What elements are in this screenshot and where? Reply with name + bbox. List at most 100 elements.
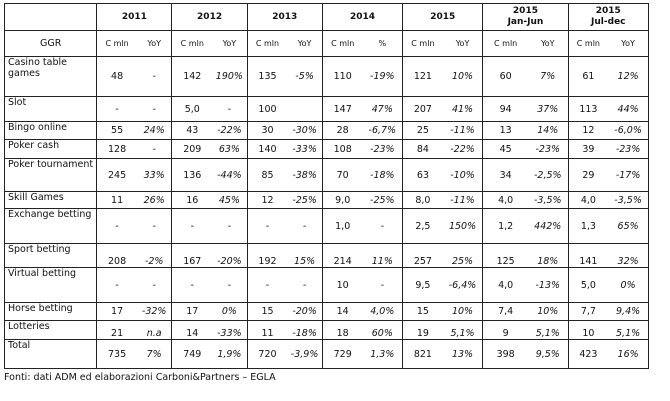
cell: 4,0 bbox=[567, 191, 609, 209]
cell: 94 bbox=[482, 96, 528, 122]
cell: - bbox=[212, 96, 248, 122]
cell: 39 bbox=[567, 139, 609, 159]
subheader: C mln bbox=[567, 30, 609, 57]
cell: 1,9% bbox=[212, 339, 248, 369]
cell: 45 bbox=[482, 139, 528, 159]
cell: 70 bbox=[321, 158, 363, 192]
cell: 121 bbox=[402, 56, 443, 97]
table-row: Bingo online 55 24% 43 -22% 30 -30% 28 -6,7% 25 -1… bbox=[3, 121, 650, 140]
cell: 100 bbox=[246, 96, 288, 122]
cell: 15 bbox=[402, 302, 443, 321]
cell: 18% bbox=[527, 243, 569, 268]
cell: 60 bbox=[482, 56, 528, 97]
year-header: 2011 bbox=[96, 3, 173, 31]
cell: - bbox=[246, 208, 288, 244]
cell: - bbox=[136, 267, 173, 303]
row-label: Casino table games bbox=[3, 56, 98, 97]
cell: -6,7% bbox=[362, 121, 404, 140]
cell: 257 bbox=[402, 243, 443, 268]
cell: -5% bbox=[287, 56, 323, 97]
cell: 65% bbox=[608, 208, 650, 244]
table-row: Poker tournament 245 33% 136 -44% 85 -38% 70 -18… bbox=[3, 158, 650, 192]
cell: 41% bbox=[442, 96, 484, 122]
cell: 34 bbox=[482, 158, 528, 192]
cell: -25% bbox=[287, 191, 323, 209]
cell: 55 bbox=[96, 121, 137, 140]
cell: 442% bbox=[527, 208, 569, 244]
row-label: Poker tournament bbox=[3, 158, 98, 192]
cell: 18 bbox=[321, 320, 363, 340]
cell: 141 bbox=[567, 243, 609, 268]
year: 2015 bbox=[430, 11, 456, 22]
cell: - bbox=[136, 139, 173, 159]
cell: n.a bbox=[136, 320, 173, 340]
cell: 150% bbox=[442, 208, 484, 244]
cell: -23% bbox=[608, 139, 650, 159]
cell: 214 bbox=[321, 243, 363, 268]
cell: 735 bbox=[96, 339, 137, 369]
cell: -30% bbox=[287, 121, 323, 140]
corner-cell bbox=[3, 3, 98, 31]
cell: 63 bbox=[402, 158, 443, 192]
year: 2012 bbox=[197, 11, 223, 22]
cell: 16 bbox=[171, 191, 213, 209]
cell: 9,5% bbox=[527, 339, 569, 369]
cell: -23% bbox=[527, 139, 569, 159]
cell: -2,5% bbox=[527, 158, 569, 192]
cell: 11% bbox=[362, 243, 404, 268]
row-label: Bingo online bbox=[3, 121, 98, 140]
subheader: YoY bbox=[608, 30, 650, 57]
cell: 0% bbox=[608, 267, 650, 303]
table-row: Casino table games 48-142 190% 135 -5% 110 -19… bbox=[3, 56, 650, 97]
year: 2014 bbox=[349, 11, 376, 22]
cell: 7,7 bbox=[567, 302, 609, 321]
year: 2013 bbox=[272, 11, 298, 22]
subheader: C mln bbox=[96, 30, 137, 57]
cell: 207 bbox=[402, 96, 443, 122]
period: Jan-Jun bbox=[507, 17, 544, 27]
subheader: C mln bbox=[321, 30, 363, 57]
cell: 5,1% bbox=[442, 320, 484, 340]
row-label: Skill Games bbox=[3, 191, 98, 209]
cell: 60% bbox=[362, 320, 404, 340]
subheader: % bbox=[362, 30, 404, 57]
subheader: YoY bbox=[136, 30, 173, 57]
subheader: YoY bbox=[442, 30, 484, 57]
cell: 5,1% bbox=[608, 320, 650, 340]
cell: 142 bbox=[171, 56, 213, 97]
cell: 192 bbox=[246, 243, 288, 268]
cell: 7% bbox=[527, 56, 569, 97]
cell: 11 bbox=[246, 320, 288, 340]
cell: 208 bbox=[96, 243, 137, 268]
table-row: Virtual betting - - - - - -10-9,5 -6,4% 4,0 -13% 5… bbox=[3, 267, 650, 303]
table-row: Exchange betting - - - - - -1,0-2,5 150% 1,2 442%… bbox=[3, 208, 650, 244]
year-header: 2015 bbox=[402, 3, 484, 31]
cell: 43 bbox=[171, 121, 213, 140]
cell: -25% bbox=[362, 191, 404, 209]
cell: 9,5 bbox=[402, 267, 443, 303]
cell: -18% bbox=[362, 158, 404, 192]
cell: 12 bbox=[246, 191, 288, 209]
cell: 48 bbox=[96, 56, 137, 97]
row-label: Slot bbox=[3, 96, 98, 122]
cell: -11% bbox=[442, 191, 484, 209]
cell: -33% bbox=[287, 139, 323, 159]
period: Jul-dec bbox=[591, 17, 626, 27]
row-label: Sport betting bbox=[3, 243, 98, 268]
row-label: Virtual betting bbox=[3, 267, 98, 303]
cell: -22% bbox=[212, 121, 248, 140]
cell: - bbox=[96, 267, 137, 303]
cell: 167 bbox=[171, 243, 213, 268]
cell: 423 bbox=[567, 339, 609, 369]
cell: -17% bbox=[608, 158, 650, 192]
cell: 749 bbox=[171, 339, 213, 369]
cell: 63% bbox=[212, 139, 248, 159]
cell: -6,0% bbox=[608, 121, 650, 140]
cell: 84 bbox=[402, 139, 443, 159]
cell: 17 bbox=[96, 302, 137, 321]
cell: 4,0 bbox=[482, 191, 528, 209]
cell: 110 bbox=[321, 56, 363, 97]
cell: -10% bbox=[442, 158, 484, 192]
cell: -13% bbox=[527, 267, 569, 303]
